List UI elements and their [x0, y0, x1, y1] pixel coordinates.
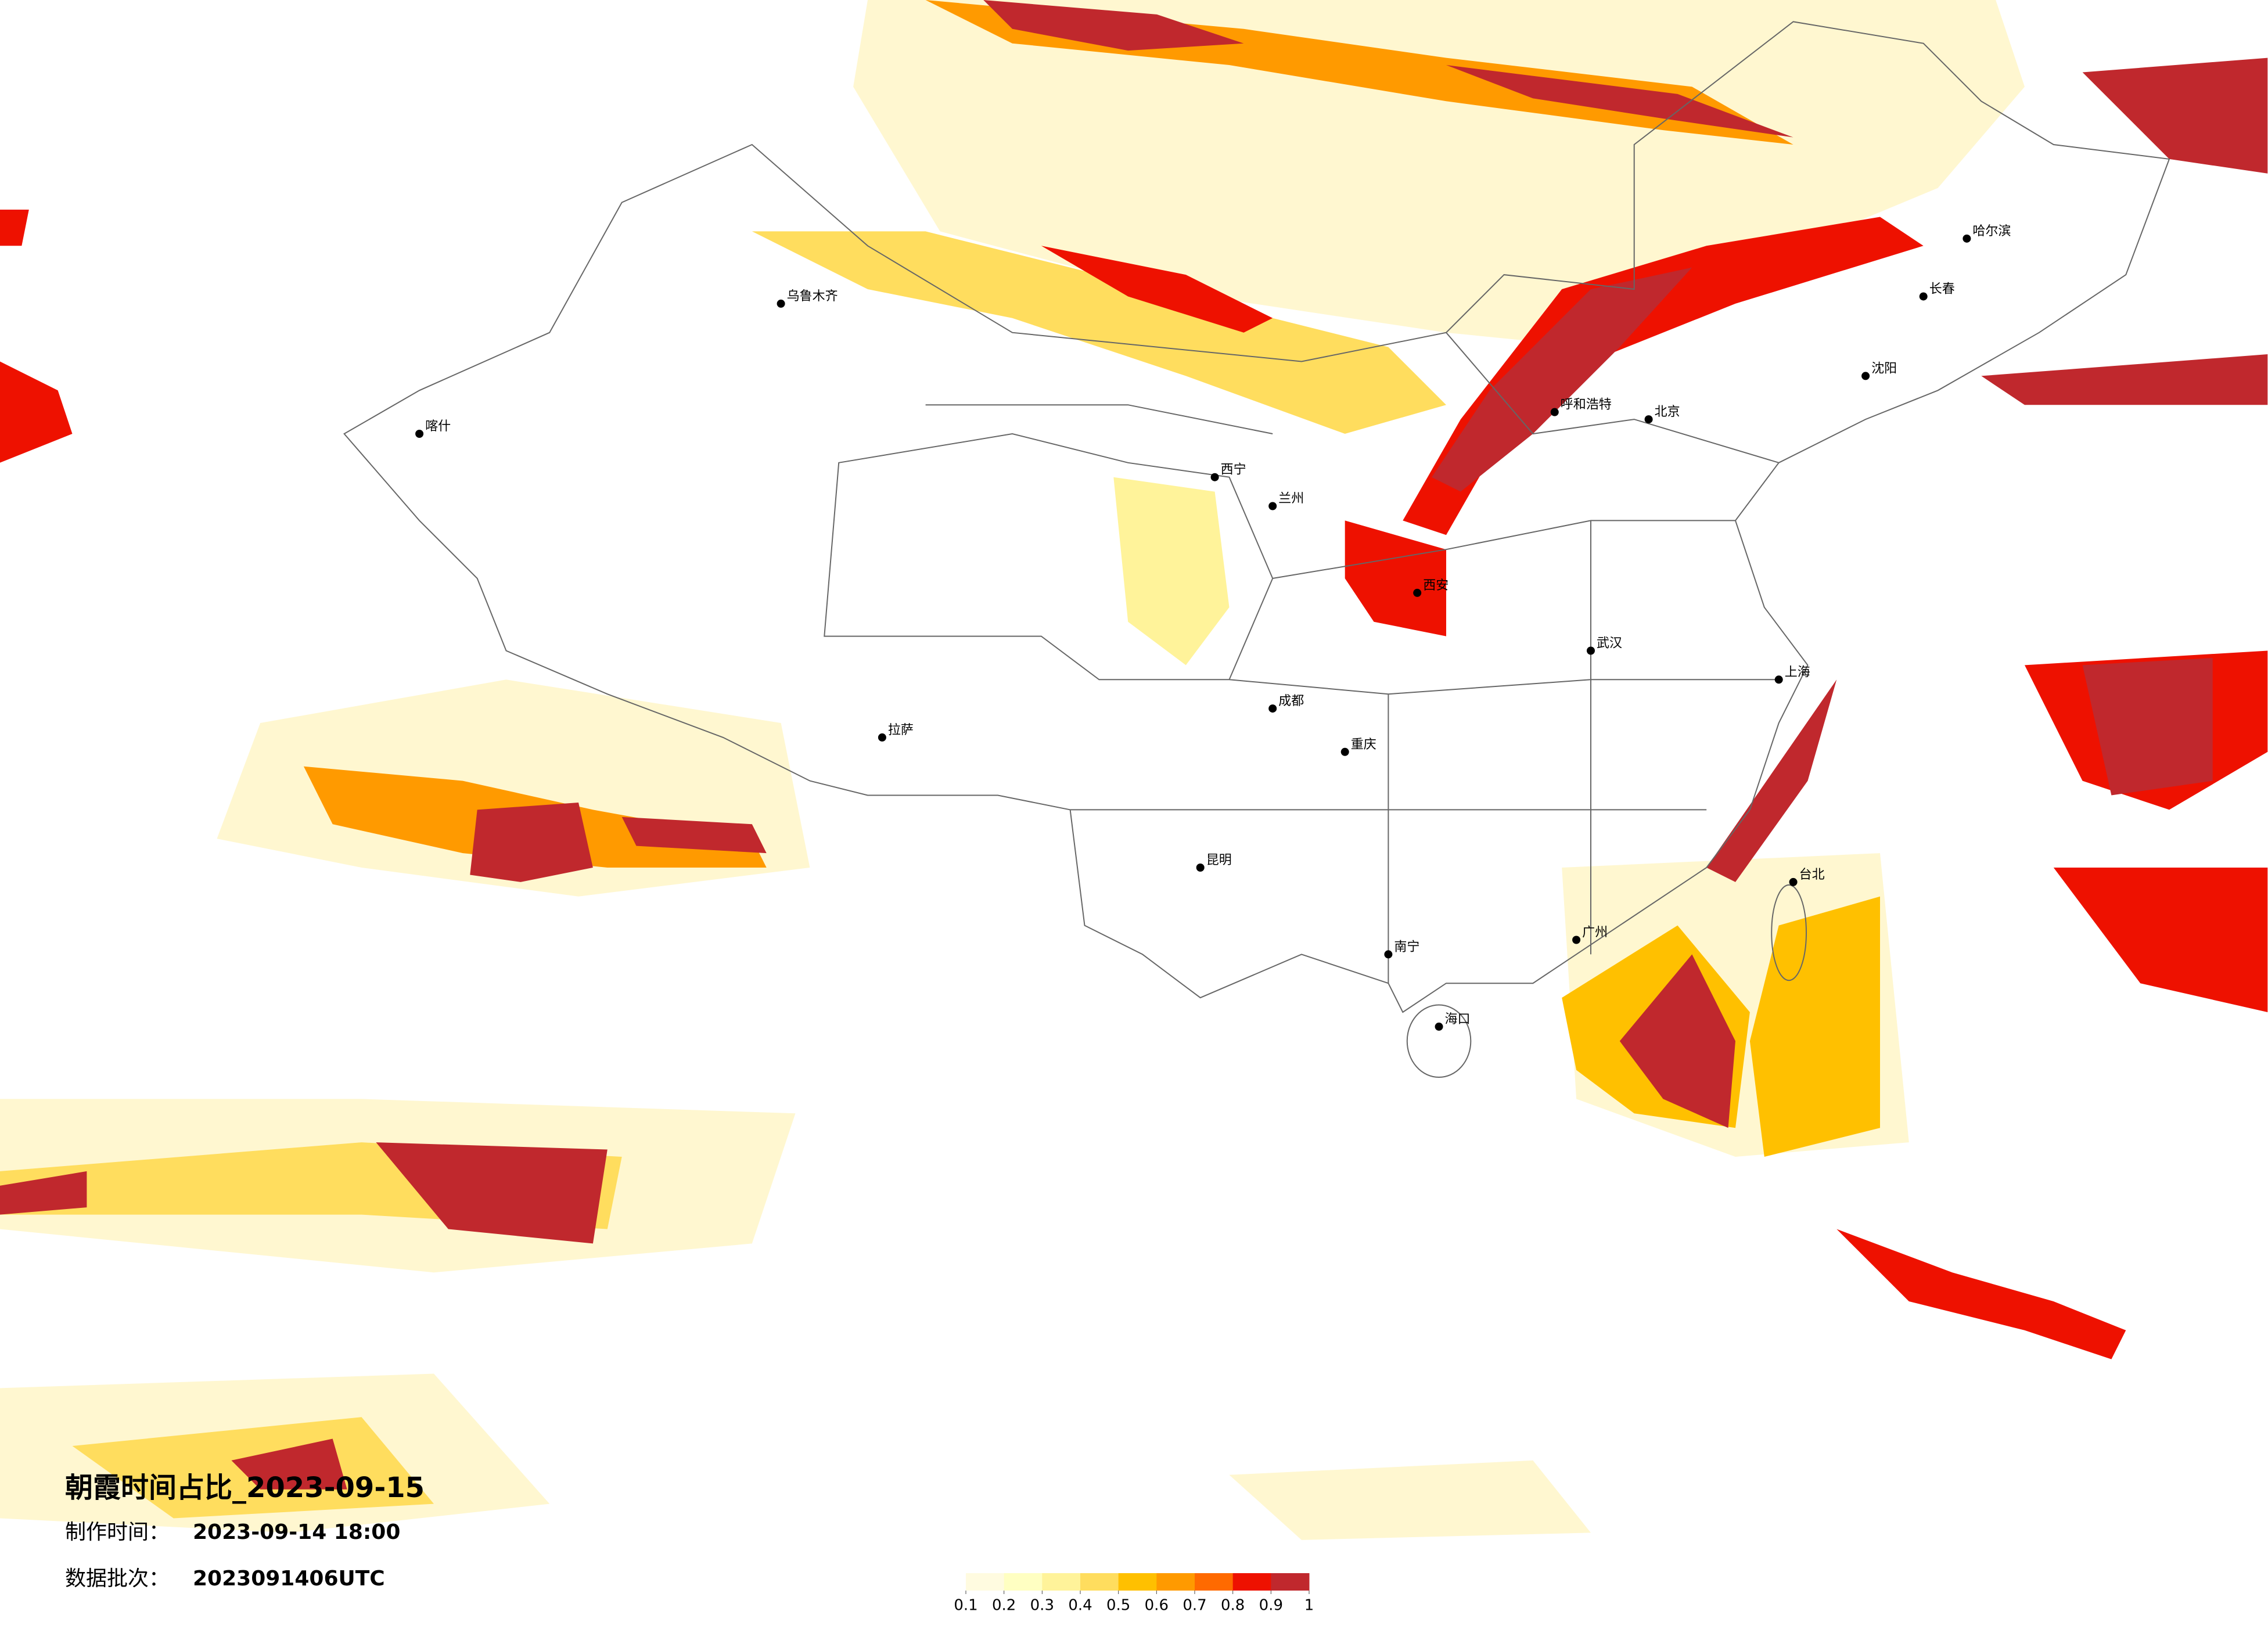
- batch-label: 数据批次：: [65, 1567, 170, 1591]
- city-marker: [1587, 646, 1595, 655]
- city-marker: [1774, 675, 1783, 684]
- legend-swatch: [1156, 1573, 1195, 1591]
- legend-tick-label: 0.1: [954, 1597, 977, 1614]
- legend-swatch: [1195, 1573, 1234, 1591]
- legend-tick-label: 0.6: [1145, 1597, 1169, 1614]
- city-marker: [1789, 877, 1798, 886]
- city-label: 拉萨: [888, 723, 914, 738]
- heat-area: [983, 0, 1793, 138]
- heat-area: [1229, 1460, 1591, 1540]
- legend-tick-label: 0.4: [1068, 1597, 1092, 1614]
- city-marker: [1384, 950, 1393, 959]
- heat-area: [470, 802, 767, 882]
- city-marker: [1413, 588, 1422, 597]
- city-label: 乌鲁木齐: [787, 289, 838, 304]
- city-marker: [878, 733, 886, 742]
- city-marker: [1210, 473, 1219, 481]
- made-value: 2023-09-14 18:00: [193, 1520, 400, 1544]
- island-border: [1406, 1004, 1472, 1078]
- city-label: 北京: [1655, 405, 1680, 419]
- city-layer: 乌鲁木齐拉萨 西宁兰州 呼和浩特北京 哈尔滨长春沈阳西安成都重庆 武汉上海广州 昆明南宁海…: [415, 224, 2011, 1031]
- city-label: 喀什: [425, 419, 451, 434]
- heat-area: [752, 231, 1446, 434]
- legend-swatch: [966, 1573, 1005, 1591]
- batch-value: 2023091406UTC: [193, 1567, 385, 1591]
- city-marker: [1550, 408, 1559, 416]
- city-label: 武汉: [1597, 636, 1622, 651]
- legend-swatch: [1271, 1573, 1310, 1591]
- city-marker: [1861, 372, 1870, 380]
- province-border: [824, 332, 1779, 984]
- city-marker: [1919, 292, 1928, 301]
- city-label: 哈尔滨: [1972, 224, 2011, 239]
- map-title: 朝霞时间占比_2023-09-15: [65, 1472, 425, 1504]
- legend-tick-label: 0.8: [1221, 1597, 1245, 1614]
- legend-tick-label: 1: [1304, 1597, 1314, 1614]
- city-label: 成都: [1278, 694, 1304, 708]
- legend-tick-label: 0.7: [1182, 1597, 1206, 1614]
- city-label: 兰州: [1278, 492, 1304, 506]
- city-label: 南宁: [1394, 940, 1419, 954]
- city-marker: [415, 430, 424, 438]
- heat-area: [1041, 217, 1924, 535]
- legend-swatch: [1042, 1573, 1081, 1591]
- heat-area: [1113, 477, 1230, 665]
- heat-area: [2082, 657, 2213, 796]
- heat-area: [1619, 679, 1837, 1128]
- city-label: 重庆: [1351, 738, 1376, 752]
- city-marker: [777, 299, 785, 308]
- legend-tick-label: 0.3: [1030, 1597, 1054, 1614]
- city-label: 台北: [1799, 868, 1825, 882]
- legend-tick-label: 0.2: [992, 1597, 1016, 1614]
- city-marker: [1340, 747, 1349, 756]
- boundary-layer: [343, 21, 2170, 1078]
- heat-layer: [0, 0, 2268, 1540]
- city-marker: [1268, 502, 1277, 510]
- city-label: 长春: [1929, 282, 1955, 296]
- country-border: [343, 21, 2170, 1013]
- city-marker: [1644, 415, 1653, 424]
- city-label: 西宁: [1221, 463, 1246, 477]
- city-marker: [1572, 936, 1581, 944]
- island-border: [1771, 884, 1807, 981]
- heat-area: [1432, 57, 2268, 492]
- city-label: 广州: [1582, 926, 1608, 940]
- legend-swatch: [1080, 1573, 1119, 1591]
- heat-area: [1345, 520, 1446, 636]
- city-marker: [1268, 704, 1277, 713]
- made-label: 制作时间：: [65, 1520, 170, 1544]
- color-legend: 0.1 0.2 0.3 0.4 0.5 0.6 0.7 0.8 0.9 1: [954, 1573, 1314, 1614]
- city-label: 昆明: [1206, 853, 1232, 868]
- city-label: 上海: [1785, 665, 1810, 679]
- city-label: 海口: [1445, 1012, 1471, 1027]
- city-label: 西安: [1423, 578, 1448, 593]
- legend-swatch: [1004, 1573, 1043, 1591]
- city-label: 呼和浩特: [1561, 398, 1612, 412]
- legend-tick-label: 0.5: [1106, 1597, 1130, 1614]
- heat-area: [0, 1142, 608, 1490]
- legend-tick-label: 0.9: [1259, 1597, 1283, 1614]
- legend-swatch: [1232, 1573, 1271, 1591]
- city-label: 沈阳: [1871, 361, 1897, 376]
- city-marker: [1435, 1022, 1443, 1031]
- city-marker: [1963, 234, 1971, 243]
- legend-swatch: [1118, 1573, 1157, 1591]
- city-marker: [1196, 864, 1205, 872]
